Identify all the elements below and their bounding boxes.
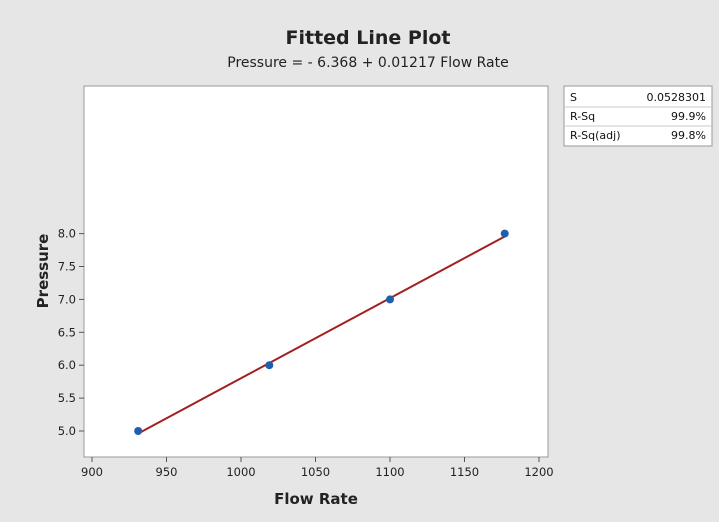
data-point	[134, 427, 143, 435]
y-tick-label: 6.0	[58, 358, 76, 372]
y-tick-label: 7.5	[58, 260, 76, 274]
x-tick-label: 1100	[375, 465, 404, 479]
y-tick-label: 7.0	[58, 292, 76, 306]
stats-label-rsq: R-Sq	[570, 110, 595, 123]
stats-value-s: 0.0528301	[647, 91, 707, 104]
chart-title: Fitted Line Plot	[286, 27, 451, 49]
stats-value-rsq: 99.9%	[671, 110, 706, 123]
y-tick-label: 5.0	[58, 424, 76, 438]
x-tick-label: 900	[81, 465, 103, 479]
y-tick-label: 8.0	[58, 227, 76, 241]
stats-box: S 0.0528301 R-Sq 99.9% R-Sq(adj) 99.8%	[563, 85, 713, 147]
x-tick-label: 1150	[450, 465, 479, 479]
x-tick-label: 1200	[524, 465, 553, 479]
y-axis-label: Pressure	[34, 234, 52, 309]
x-axis: 900 950 1000 1050 1100 1150 1200	[81, 457, 554, 479]
chart-subtitle: Pressure = - 6.368 + 0.01217 Flow Rate	[227, 55, 508, 71]
y-axis: 5.0 5.5 6.0 6.5 7.0 7.5 8.0	[58, 227, 84, 438]
data-point	[386, 295, 394, 304]
fitted-line	[137, 235, 506, 435]
plot-area	[83, 85, 549, 458]
y-tick-label: 5.5	[58, 391, 76, 405]
x-tick-label: 950	[156, 465, 178, 479]
stats-label-rsq-adj: R-Sq(adj)	[570, 129, 621, 142]
data-point	[500, 229, 509, 238]
data-points	[134, 229, 509, 435]
stats-label-s: S	[570, 91, 577, 104]
stats-box-frame	[563, 85, 713, 147]
stats-value-rsq-adj: 99.8%	[671, 129, 706, 142]
x-tick-label: 1050	[301, 465, 330, 479]
y-tick-label: 6.5	[58, 325, 76, 339]
fitted-line-layer	[137, 235, 506, 435]
x-axis-label: Flow Rate	[274, 490, 358, 508]
data-point	[265, 361, 274, 370]
x-tick-label: 1000	[226, 465, 255, 479]
